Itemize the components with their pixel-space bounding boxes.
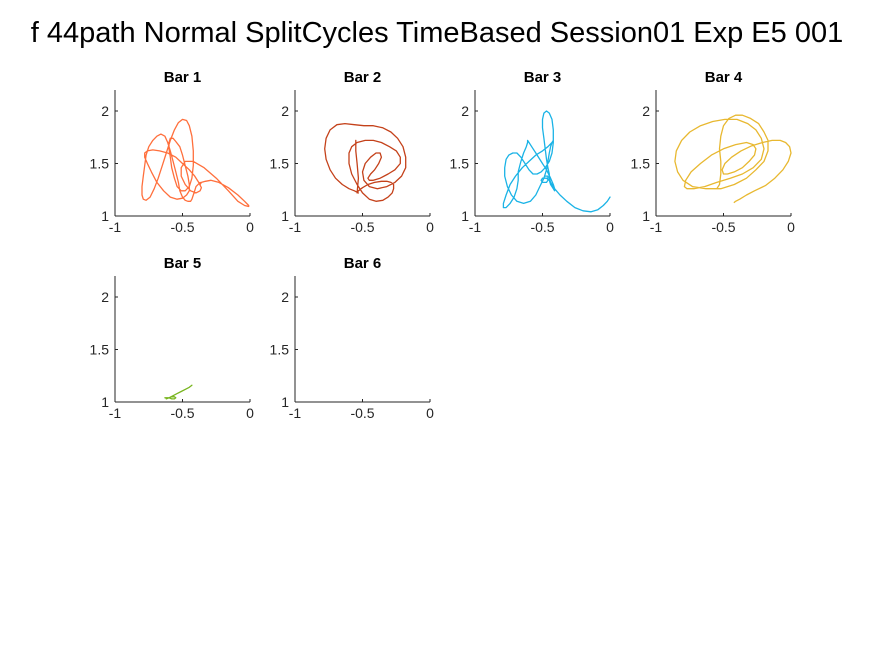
x-tick-label: -0.5 [530,219,554,235]
x-tick-label: -0.5 [170,219,194,235]
x-tick-label: 0 [787,219,795,235]
subplot-title: Bar 4 [705,69,743,86]
y-tick-label: 2 [642,103,650,119]
subplot-bar-4: Bar 4 -1 -0.5 0 1 1.5 2 [631,69,796,235]
x-tick-label: 0 [246,405,254,421]
subplot-bar-3: Bar 3 -1 -0.5 0 1 1.5 2 [450,69,615,235]
y-tick-label: 2 [461,103,469,119]
subplot-title: Bar 3 [524,69,562,86]
y-tick-label: 1 [461,208,469,224]
subplot-bar-2: Bar 2 -1 -0.5 0 1 1.5 2 [270,69,435,235]
subplot-title: Bar 2 [344,69,382,86]
y-tick-label: 2 [281,103,289,119]
x-tick-label: 0 [426,219,434,235]
subplot-grid: Bar 1 -1 -0.5 0 1 1.5 2 Bar 2 -1 -0.5 0 1 1.5 2 Bar 3 -… [90,69,796,421]
x-tick-label: -1 [109,219,122,235]
y-tick-label: 1 [281,208,289,224]
y-tick-label: 1 [281,394,289,410]
y-tick-label: 1.5 [450,156,470,172]
y-tick-label: 1 [101,394,109,410]
trajectory-line [141,118,250,208]
x-tick-label: -0.5 [350,219,374,235]
subplot-bar-5: Bar 5 -1 -0.5 0 1 1.5 2 [90,255,255,421]
subplot-bar-6: Bar 6 -1 -0.5 0 1 1.5 2 [270,255,435,421]
subplot-bar-1: Bar 1 -1 -0.5 0 1 1.5 2 [90,69,255,235]
x-tick-label: 0 [246,219,254,235]
subplot-title: Bar 1 [164,69,202,86]
y-tick-label: 1.5 [270,342,290,358]
trajectory-line [164,384,193,400]
y-tick-label: 1.5 [90,342,110,358]
x-tick-label: -1 [289,405,302,421]
y-tick-label: 2 [281,289,289,305]
x-tick-label: -0.5 [170,405,194,421]
x-tick-label: -0.5 [711,219,735,235]
y-tick-label: 2 [101,103,109,119]
x-tick-label: 0 [426,405,434,421]
x-tick-label: -1 [650,219,663,235]
x-tick-label: -1 [469,219,482,235]
y-tick-label: 2 [101,289,109,305]
figure-title: f 44path Normal SplitCycles TimeBased Se… [31,17,843,49]
x-tick-label: 0 [606,219,614,235]
subplot-title: Bar 6 [344,255,382,272]
x-tick-label: -1 [289,219,302,235]
x-tick-label: -1 [109,405,122,421]
y-tick-label: 1.5 [90,156,110,172]
y-tick-label: 1.5 [631,156,651,172]
trajectory-line [502,110,611,213]
trajectory-line [324,122,407,202]
trajectory-line [674,114,792,204]
y-tick-label: 1 [101,208,109,224]
x-tick-label: -0.5 [350,405,374,421]
y-tick-label: 1.5 [270,156,290,172]
subplot-title: Bar 5 [164,255,202,272]
y-tick-label: 1 [642,208,650,224]
